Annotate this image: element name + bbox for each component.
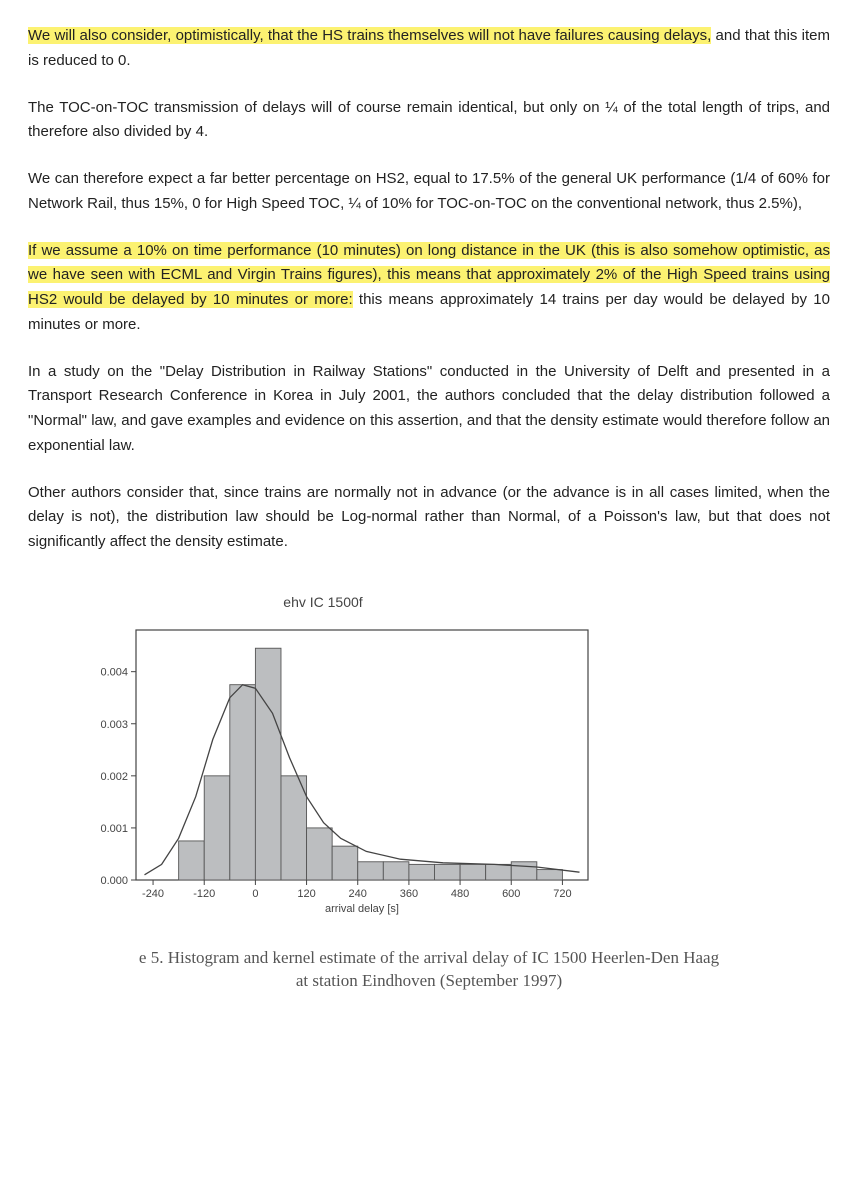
svg-text:240: 240 <box>349 888 367 900</box>
svg-text:0.003: 0.003 <box>100 719 128 731</box>
paragraph-1: We will also consider, optimistically, t… <box>28 24 830 74</box>
svg-text:0.000: 0.000 <box>100 875 128 887</box>
paragraph-6: Other authors consider that, since train… <box>28 481 830 555</box>
chart-title: ehv IC 1500f <box>78 591 568 614</box>
paragraph-4: If we assume a 10% on time performance (… <box>28 239 830 338</box>
svg-text:480: 480 <box>451 888 469 900</box>
chart-svg: 0.000 0.001 0.002 0.003 0.004 -240 -120 0 120 240… <box>78 620 598 920</box>
svg-text:0.004: 0.004 <box>100 667 128 679</box>
svg-text:-240: -240 <box>142 888 164 900</box>
svg-text:720: 720 <box>553 888 571 900</box>
svg-text:360: 360 <box>400 888 418 900</box>
svg-text:arrival delay [s]: arrival delay [s] <box>325 903 399 915</box>
highlight-1: We will also consider, optimistically, t… <box>28 27 711 44</box>
svg-text:0.001: 0.001 <box>100 823 128 835</box>
paragraph-2: The TOC-on-TOC transmission of delays wi… <box>28 96 830 146</box>
caption-line-2: at station Eindhoven (September 1997) <box>296 971 562 990</box>
svg-text:0: 0 <box>252 888 258 900</box>
svg-text:-120: -120 <box>193 888 215 900</box>
figure-caption: e 5. Histogram and kernel estimate of th… <box>28 947 830 993</box>
paragraph-3: We can therefore expect a far better per… <box>28 167 830 217</box>
svg-text:120: 120 <box>297 888 315 900</box>
caption-line-1: e 5. Histogram and kernel estimate of th… <box>139 948 719 967</box>
svg-text:0.002: 0.002 <box>100 771 128 783</box>
svg-text:600: 600 <box>502 888 520 900</box>
paragraph-5: In a study on the "Delay Distribution in… <box>28 360 830 459</box>
delay-histogram: ehv IC 1500f 0.000 0.001 0.002 0.003 0.004 -2… <box>78 591 830 929</box>
